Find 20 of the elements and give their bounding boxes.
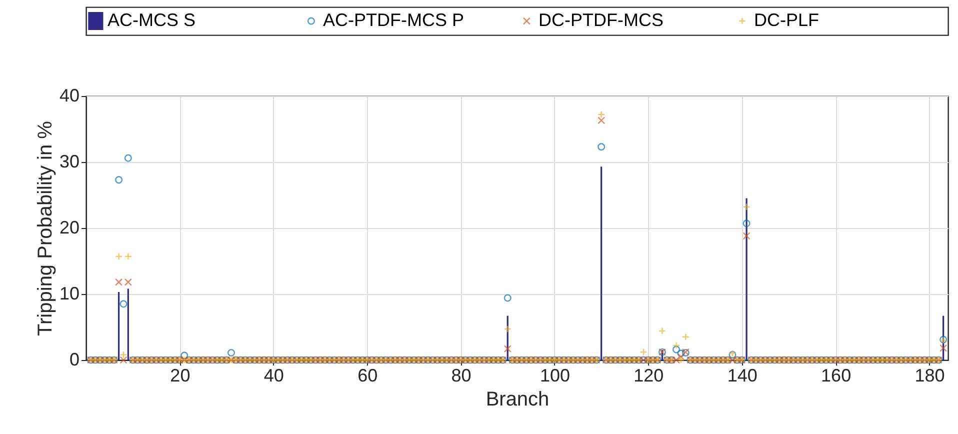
x-tick-label: 20 — [170, 366, 190, 386]
y-axis-title: Tripping Probability in % — [34, 120, 56, 336]
x-tick-label: 100 — [540, 366, 570, 386]
x-axis-title: Branch — [486, 388, 550, 410]
y-tick-label: 40 — [59, 86, 80, 106]
y-tick-label: 20 — [59, 218, 80, 238]
x-tick-label: 160 — [821, 366, 852, 386]
legend-label: AC-PTDF-MCS P — [323, 10, 464, 30]
x-tick-label: 60 — [358, 366, 378, 386]
y-tick-label: 0 — [69, 350, 80, 370]
legend-label: AC-MCS S — [108, 10, 196, 30]
legend-label: DC-PTDF-MCS — [538, 10, 664, 30]
x-tick-label: 180 — [914, 366, 945, 386]
legend-label: DC-PLF — [754, 10, 820, 30]
y-tick-label: 30 — [59, 152, 80, 172]
x-tick-label: 80 — [451, 366, 472, 386]
y-tick-label: 10 — [59, 284, 80, 304]
x-tick-label: 140 — [727, 366, 758, 386]
x-tick-label: 120 — [634, 366, 664, 386]
x-tick-label: 40 — [264, 366, 284, 386]
